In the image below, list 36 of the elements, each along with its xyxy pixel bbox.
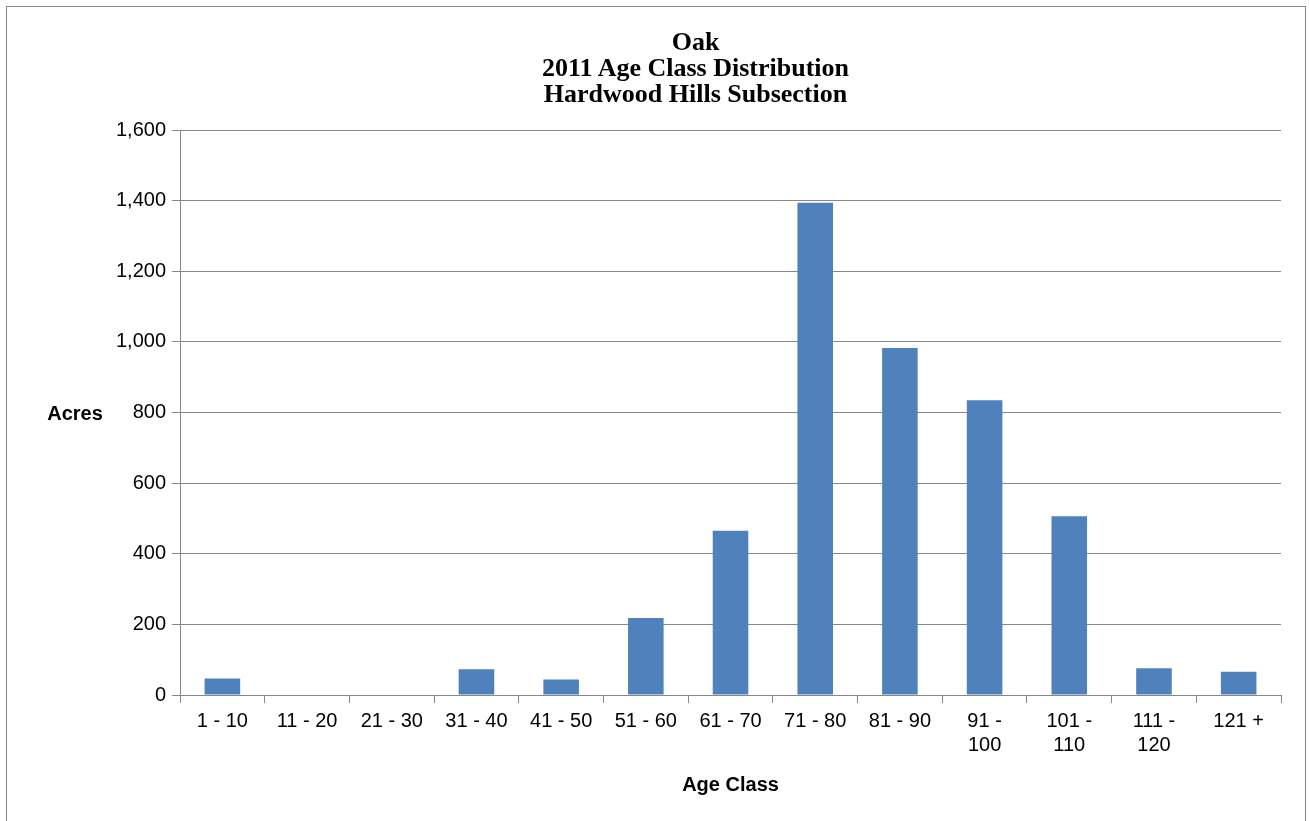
y-tick-label: 600 [132, 470, 167, 493]
bar [543, 679, 579, 695]
x-tick-label: 121 + [1213, 708, 1264, 731]
y-tick-label: 1,200 [115, 258, 167, 281]
x-tick-label: 101 - 110 [1046, 708, 1093, 755]
y-tick-label: 0 [154, 682, 167, 705]
bar [712, 530, 749, 695]
bar [1051, 516, 1088, 695]
y-axis-title: Acres [47, 402, 103, 425]
x-tick-label: 71 - 80 [784, 708, 847, 731]
bar [628, 618, 664, 695]
y-tick-label: 400 [132, 541, 167, 564]
bar [797, 202, 833, 695]
bar [204, 678, 241, 695]
bar [966, 400, 1003, 695]
x-tick-label: 81 - 90 [868, 708, 932, 731]
x-tick-label: 111 - 120 [1132, 708, 1176, 755]
y-tick-label: 1,400 [115, 188, 167, 211]
x-tick-label: 21 - 30 [360, 708, 423, 731]
chart-title: Oak 2011 Age Class Distribution Hardwood Hills Subsection [542, 26, 850, 108]
y-tick-label: 1,600 [115, 117, 167, 140]
y-tick-label: 800 [132, 400, 167, 423]
bar [1136, 668, 1172, 695]
y-tick-label: 200 [132, 611, 167, 634]
x-tick-label: 41 - 50 [530, 708, 593, 731]
x-tick-label: 31 - 40 [445, 708, 508, 731]
x-tick-label: 51 - 60 [614, 708, 677, 731]
x-tick-label: 91 - 100 [967, 708, 1002, 755]
bar [882, 347, 918, 695]
x-tick-label: 61 - 70 [699, 708, 762, 731]
x-tick-label: 1 - 10 [196, 708, 248, 731]
bar [458, 669, 495, 695]
x-axis-title: Age Class [682, 772, 779, 795]
y-tick-label: 1,000 [115, 329, 167, 352]
x-tick-label: 11 - 20 [276, 708, 338, 731]
bar [1220, 671, 1257, 695]
